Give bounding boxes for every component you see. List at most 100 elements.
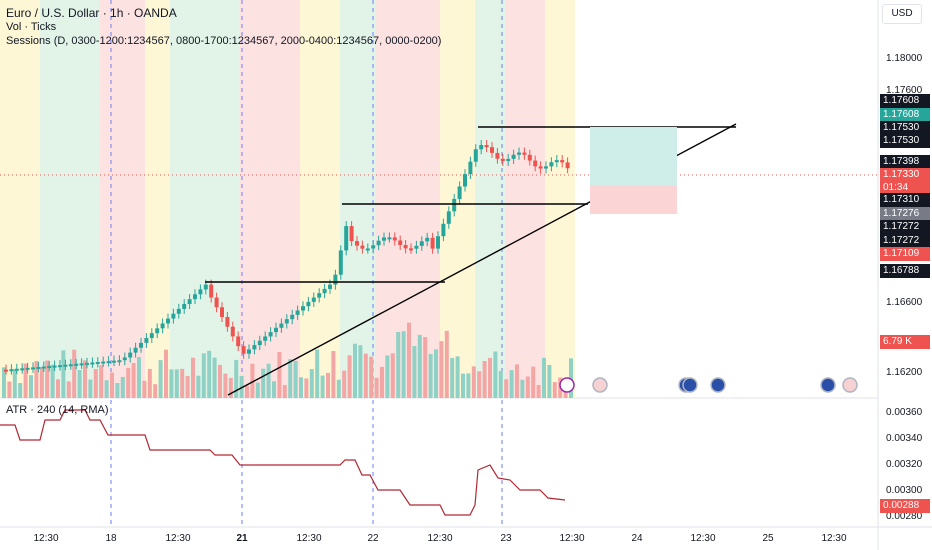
candle-body xyxy=(14,368,19,371)
candle-body xyxy=(387,237,392,240)
sessions-legend[interactable]: Sessions (D, 0300-1200:1234567, 0800-170… xyxy=(6,35,442,47)
candle-body xyxy=(284,319,289,324)
candle-body xyxy=(25,367,30,370)
candle-body xyxy=(522,152,527,155)
candle-body xyxy=(344,226,349,251)
volume-bar xyxy=(385,355,390,398)
candle-body xyxy=(9,369,14,372)
volume-bar xyxy=(126,368,131,398)
session-band xyxy=(300,0,340,398)
atr-legend[interactable]: ATR · 240 (14, RMA) xyxy=(6,404,109,416)
candle-body xyxy=(117,360,122,363)
eu-flag-icon xyxy=(682,377,698,393)
volume-bar xyxy=(110,372,114,398)
volume-bar xyxy=(164,349,168,398)
session-band xyxy=(0,0,40,398)
volume-bar xyxy=(477,371,482,398)
candle-body xyxy=(247,349,251,354)
candle-body xyxy=(365,248,370,251)
candle-body xyxy=(41,366,46,369)
volume-bar xyxy=(315,349,320,398)
session-band xyxy=(545,0,575,398)
candle-body xyxy=(193,294,197,300)
candle-body xyxy=(446,211,451,224)
candle-body xyxy=(52,365,57,368)
volume-bar xyxy=(390,353,395,398)
candle-body xyxy=(527,154,532,161)
volume-legend[interactable]: Vol · Ticks xyxy=(6,21,57,33)
volume-bar xyxy=(434,349,438,398)
volume-bar xyxy=(488,357,492,398)
volume-bar xyxy=(142,380,147,398)
volume-bar xyxy=(174,369,179,398)
volume-bar xyxy=(525,376,530,398)
volume-bar xyxy=(439,341,444,398)
candle-body xyxy=(333,274,338,285)
legend: Euro / U.S. Dollar · 1h · OANDA Vol · Ti… xyxy=(6,6,441,48)
volume-bar xyxy=(201,353,206,398)
volume-bar xyxy=(396,331,401,398)
volume-bar xyxy=(299,377,303,398)
time-label: 12:30 xyxy=(427,533,453,544)
bar-countdown-tag: 01:34 xyxy=(880,181,930,195)
volume-bar xyxy=(369,356,374,398)
session-band xyxy=(170,0,240,398)
volume-bar xyxy=(223,373,228,398)
price-tag: 1.17530 xyxy=(880,134,930,148)
eu-flag-icon xyxy=(820,377,836,393)
candle-body xyxy=(133,347,138,353)
volume-bar xyxy=(120,376,125,398)
symbol-title[interactable]: Euro / U.S. Dollar · 1h · OANDA xyxy=(6,6,177,20)
candle-body xyxy=(171,313,176,319)
volume-bar xyxy=(88,379,93,398)
candle-body xyxy=(376,240,381,246)
volume-bar xyxy=(212,357,217,398)
volume-bar xyxy=(77,370,82,398)
price-tag: 1.17608 xyxy=(880,108,930,122)
volume-bar xyxy=(461,373,465,398)
volume-bar xyxy=(347,355,352,398)
time-label: 22 xyxy=(367,533,379,544)
volume-bar xyxy=(147,368,152,398)
candle-body xyxy=(317,293,322,298)
currency-button[interactable]: USD xyxy=(882,4,922,24)
candle-body xyxy=(419,241,424,246)
candle-body xyxy=(176,308,181,314)
price-tick: 1.16200 xyxy=(886,367,923,378)
candle-body xyxy=(252,345,257,350)
volume-bar xyxy=(12,369,17,398)
volume-bar xyxy=(450,357,455,398)
volume-bar xyxy=(18,383,23,398)
candle-body xyxy=(166,318,170,324)
time-label: 24 xyxy=(631,533,643,544)
candle-body xyxy=(198,289,203,295)
us-flag-icon xyxy=(842,377,858,393)
candle-body xyxy=(47,366,52,369)
candle-body xyxy=(382,237,386,241)
candle-body xyxy=(257,340,262,346)
candle-body xyxy=(549,162,554,167)
candle-body xyxy=(20,368,25,371)
candle-body xyxy=(241,346,246,354)
candle-body xyxy=(128,352,133,358)
volume-bar xyxy=(282,385,287,398)
candle-body xyxy=(560,160,565,163)
volume-bar xyxy=(504,379,509,398)
candle-body xyxy=(322,288,327,294)
volume-bar xyxy=(83,360,87,398)
atr-tick: 0.00280 xyxy=(886,511,923,522)
candle-body xyxy=(328,284,332,289)
position-target-zone xyxy=(590,127,677,185)
candle-body xyxy=(225,317,230,327)
candle-body xyxy=(90,362,95,365)
price-tag: 1.16788 xyxy=(880,264,930,278)
candle-body xyxy=(490,147,494,153)
atr-tick: 0.00320 xyxy=(886,459,923,470)
price-tag: 1.17530 xyxy=(880,121,930,135)
time-label: 12:30 xyxy=(690,533,716,544)
candle-body xyxy=(484,145,489,148)
candle-body xyxy=(409,248,413,251)
time-label: 12:30 xyxy=(559,533,585,544)
